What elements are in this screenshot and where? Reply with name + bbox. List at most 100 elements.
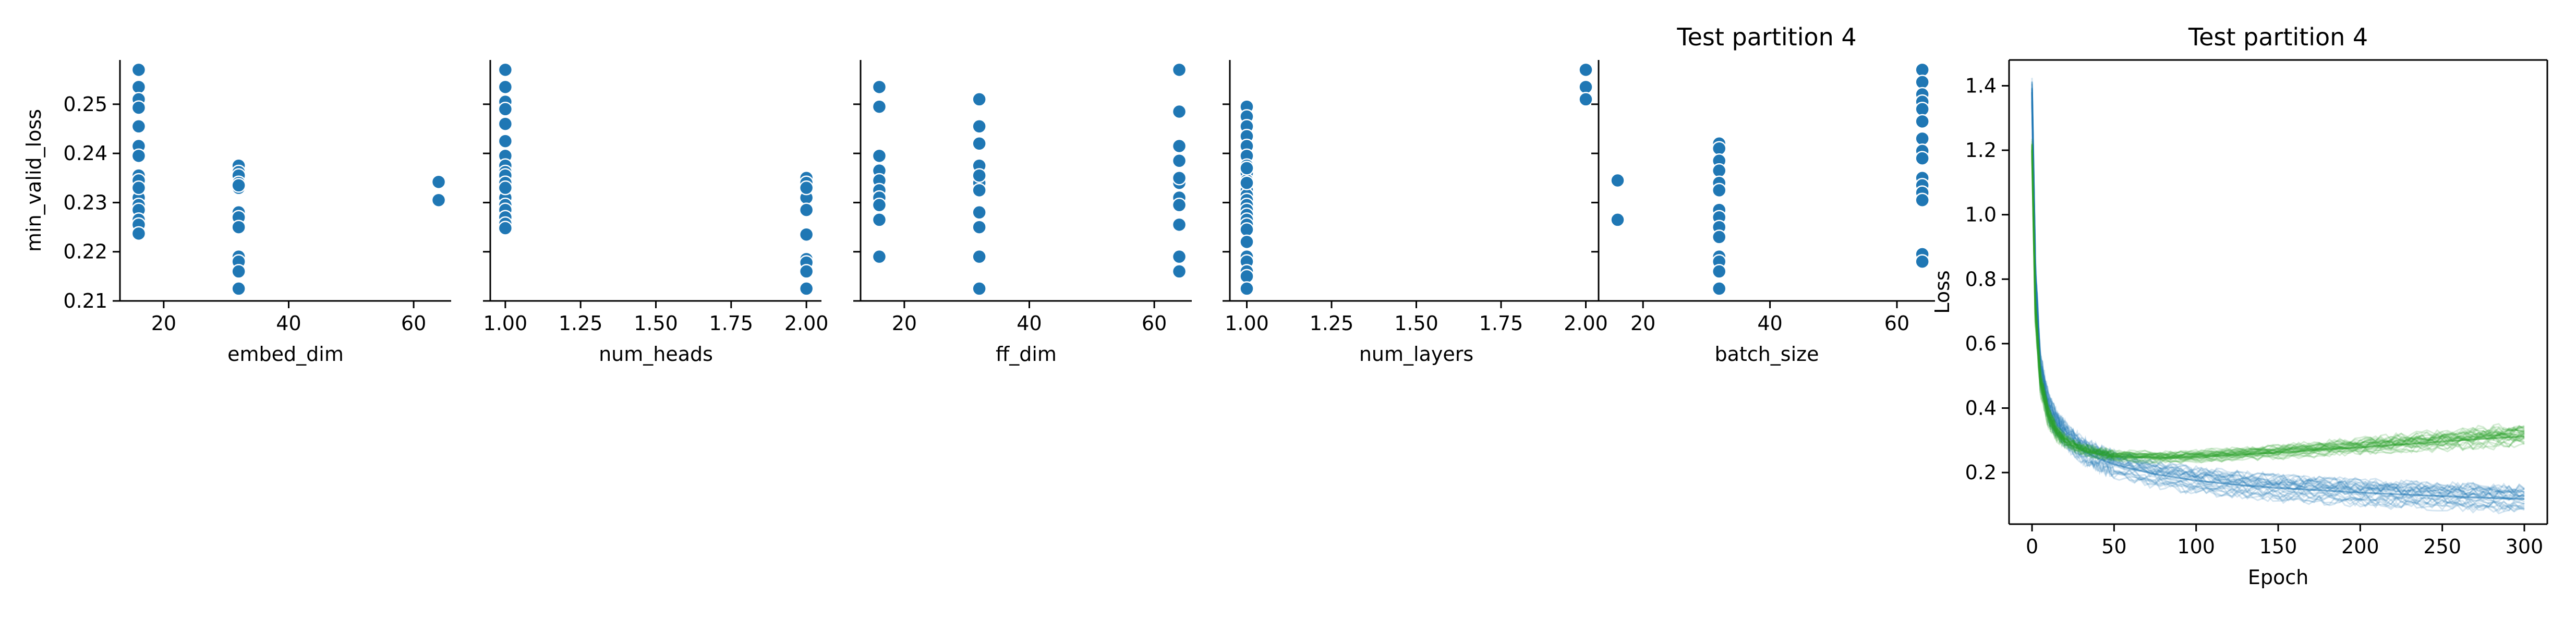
x-tick-label: 1.75 [709,312,754,335]
scatter-point [1171,153,1187,168]
loss-run-line [2031,154,2525,461]
loss-run-line [2031,154,2525,461]
x-axis-label: Epoch [2248,566,2308,589]
y-axis-label: min_valid_loss [22,109,45,252]
x-tick-label: 20 [892,312,917,335]
loss-run-line [2031,144,2525,456]
subplot-ff_dim: 20 40 60 ff_dim [853,60,1192,366]
scatter-point [431,192,446,208]
scatter-point [1915,131,1930,147]
y-tick-label: 0.4 [1965,397,1997,420]
loss-run-line [2031,78,2525,494]
scatter-point [972,92,987,107]
loss-run-line [2031,158,2525,465]
scatter-point [1915,62,1930,78]
loss-run-line [2031,81,2525,494]
x-tick-label: 1.00 [1225,312,1269,335]
scatter-point [131,100,147,115]
scatter-point [1578,62,1593,78]
scatter-point [1171,249,1187,264]
scatter-point [498,180,513,196]
loss-run-line [2031,144,2525,459]
x-tick-label: 150 [2259,535,2297,558]
subplot-batch_size: 20 40 60 batch_size Test partition 4 [1591,23,1935,366]
scatter-point [498,221,513,236]
loss-run-line [2031,141,2525,456]
scatter-point [972,220,987,235]
y-tick-label: 0.6 [1965,332,1997,355]
x-tick-label: 40 [276,312,301,335]
scatter-point [1171,171,1187,186]
loss-run-line [2031,151,2525,460]
loss-run-line [2031,93,2525,508]
scatter-point [972,205,987,220]
scatter-point [1915,102,1930,117]
loss-run-line [2031,88,2525,501]
y-tick-label: 1.2 [1965,139,1997,162]
scatter-point [1915,254,1930,269]
scatter-point [972,183,987,198]
loss-run-line [2031,89,2525,498]
scatter-point [799,227,814,242]
scatter-point [1239,175,1254,190]
loss-run-line [2031,144,2525,456]
y-tick-label: 1.0 [1965,203,1997,226]
loss-mean-line [2031,92,2525,500]
scatter-point [1171,62,1187,78]
y-tick-label: 1.4 [1965,74,1997,97]
scatter-point [231,281,246,296]
x-tick-label: 300 [2506,535,2544,558]
scatter-point [872,148,887,164]
loss-run-line [2031,151,2525,460]
scatter-point [972,168,987,183]
y-tick-label: 0.23 [63,191,107,214]
x-tick-label: 2.00 [1564,312,1608,335]
loss-run-line [2031,90,2525,496]
scatter-point [498,62,513,78]
x-tick-label: 20 [151,312,176,335]
scatter-point [872,99,887,114]
scatter-point [1171,217,1187,233]
scatter-point [131,79,147,95]
loss-run-line [2031,146,2525,459]
scatter-point [1239,234,1254,250]
loss-run-line [2031,144,2525,456]
subplot-Epoch: 0 50 100 150 200 250 300 0.2 0.4 0.6 0.8 1.0 1.2 1.4 E… [1931,23,2548,589]
scatter-point [231,220,246,235]
scatter-point [1711,163,1727,178]
x-axis-label: embed_dim [227,343,344,366]
scatter-point [131,119,147,134]
scatter-point [1171,197,1187,213]
y-tick-label: 0.21 [63,289,107,312]
scatter-point [131,148,147,164]
x-tick-label: 40 [1757,312,1782,335]
scatter-point [498,116,513,131]
loss-mean-line [2031,150,2525,459]
scatter-point [1711,281,1727,296]
x-tick-label: 1.50 [634,312,678,335]
scatter-point [872,197,887,213]
loss-series-0 [2031,78,2525,515]
scatter-point [872,212,887,227]
loss-run-line [2031,142,2525,458]
panel-title: Test partition 4 [2188,23,2368,51]
loss-run-line [2031,98,2525,513]
scatter-point [1915,192,1930,208]
loss-run-line [2031,143,2525,457]
subplot-num_heads: 1.00 1.25 1.50 1.75 2.00 num_heads [483,60,828,366]
panel-title: Test partition 4 [1676,23,1856,51]
scatter-point [498,79,513,95]
scatter-point [799,202,814,217]
loss-run-line [2031,100,2525,506]
x-tick-label: 1.25 [1310,312,1354,335]
loss-run-line [2031,102,2525,515]
x-tick-label: 1.25 [559,312,603,335]
y-tick-label: 0.24 [63,142,107,165]
scatter-point [972,249,987,264]
loss-run-line [2031,150,2525,462]
y-tick-label: 0.8 [1965,268,1997,290]
scatter-point [1239,222,1254,237]
scatter-point [1578,79,1593,95]
scatter-point [131,180,147,196]
scatter-point [131,62,147,78]
